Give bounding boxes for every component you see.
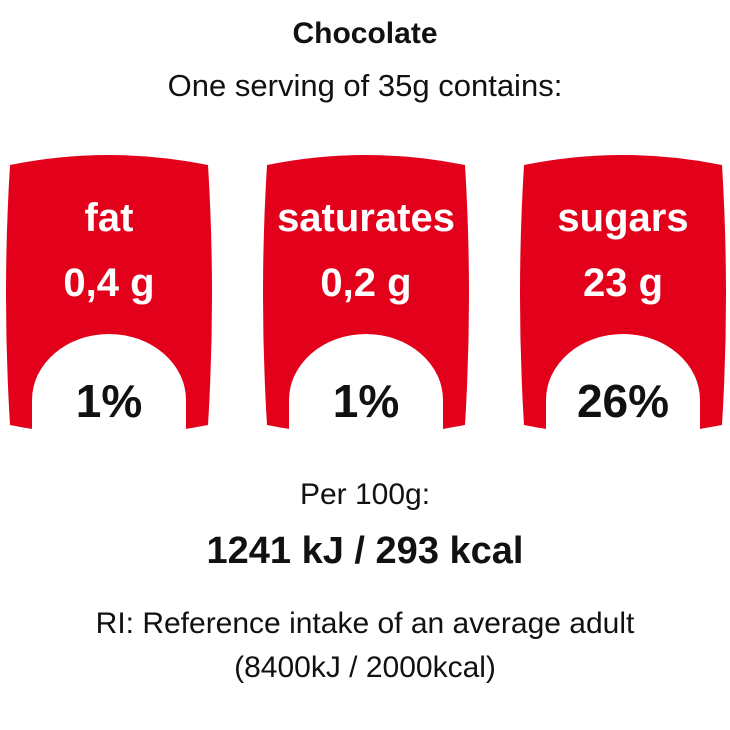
nutrient-name: fat (84, 196, 134, 240)
per-100g-label: Per 100g: (299, 478, 431, 511)
nutrient-name: saturates (277, 196, 455, 240)
nutrient-amount: 23 g (582, 261, 664, 305)
nutrient-amount: 0,4 g (63, 261, 155, 305)
nutrient-name: sugars (557, 196, 689, 240)
nutrient-badge-saturates: saturates 0,2 g 1% (257, 150, 475, 440)
reference-intake-values: (8400kJ / 2000kcal) (234, 651, 496, 684)
nutrient-badge-sugars: sugars 23 g 26% (514, 150, 730, 440)
badge-shape (6, 155, 212, 440)
badge-shape (520, 155, 726, 440)
nutrient-percent: 26% (576, 375, 670, 427)
nutrient-amount: 0,2 g (320, 261, 412, 305)
energy-value: 1241 kJ / 293 kcal (206, 530, 524, 572)
reference-intake-note: RI: Reference intake of an average adult (95, 607, 635, 640)
nutrient-percent: 1% (332, 375, 400, 427)
serving-size-text: One serving of 35g contains: (167, 68, 563, 103)
nutrient-percent: 1% (75, 375, 143, 427)
product-name: Chocolate (292, 17, 438, 50)
nutrient-badge-fat: fat 0,4 g 1% (0, 150, 218, 440)
badge-shape (263, 155, 469, 440)
